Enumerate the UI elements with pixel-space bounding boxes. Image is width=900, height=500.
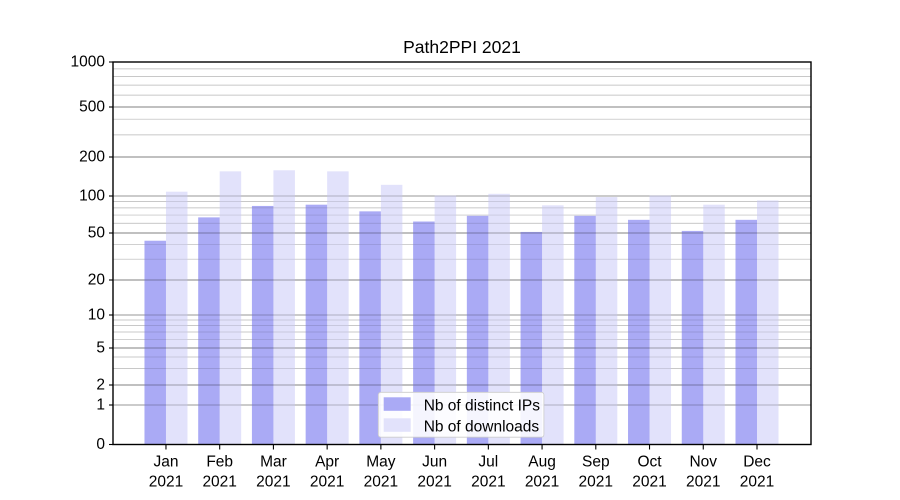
svg-text:Sep: Sep <box>582 454 610 471</box>
svg-text:2021: 2021 <box>579 474 613 491</box>
svg-text:Oct: Oct <box>637 454 662 471</box>
svg-text:Jan: Jan <box>153 454 178 471</box>
svg-text:2021: 2021 <box>256 474 290 491</box>
svg-text:200: 200 <box>79 149 105 166</box>
svg-text:2021: 2021 <box>202 474 236 491</box>
svg-text:100: 100 <box>79 188 105 205</box>
svg-text:Dec: Dec <box>743 454 771 471</box>
svg-text:50: 50 <box>88 225 106 242</box>
svg-text:0: 0 <box>96 436 105 453</box>
svg-text:2021: 2021 <box>632 474 666 491</box>
svg-text:2021: 2021 <box>525 474 559 491</box>
svg-text:2021: 2021 <box>149 474 183 491</box>
svg-text:Apr: Apr <box>315 454 339 471</box>
svg-text:Aug: Aug <box>528 454 556 471</box>
svg-text:May: May <box>366 454 396 471</box>
svg-text:10: 10 <box>88 307 106 324</box>
svg-text:1000: 1000 <box>71 54 106 71</box>
svg-text:Jun: Jun <box>422 454 447 471</box>
svg-text:2: 2 <box>96 377 105 394</box>
svg-text:5: 5 <box>96 340 105 357</box>
svg-text:Nb of distinct IPs: Nb of distinct IPs <box>424 397 541 414</box>
svg-text:Feb: Feb <box>206 454 233 471</box>
svg-text:2021: 2021 <box>310 474 344 491</box>
svg-text:2021: 2021 <box>364 474 398 491</box>
svg-text:Mar: Mar <box>260 454 287 471</box>
svg-text:Nov: Nov <box>689 454 717 471</box>
svg-text:20: 20 <box>88 272 106 289</box>
svg-text:2021: 2021 <box>740 474 774 491</box>
svg-text:2021: 2021 <box>686 474 720 491</box>
svg-text:500: 500 <box>79 99 105 116</box>
svg-text:2021: 2021 <box>471 474 505 491</box>
svg-text:Nb of downloads: Nb of downloads <box>424 418 540 435</box>
svg-text:1: 1 <box>96 397 105 414</box>
svg-text:Path2PPI 2021: Path2PPI 2021 <box>403 37 521 57</box>
svg-text:2021: 2021 <box>417 474 451 491</box>
svg-text:Jul: Jul <box>478 454 498 471</box>
